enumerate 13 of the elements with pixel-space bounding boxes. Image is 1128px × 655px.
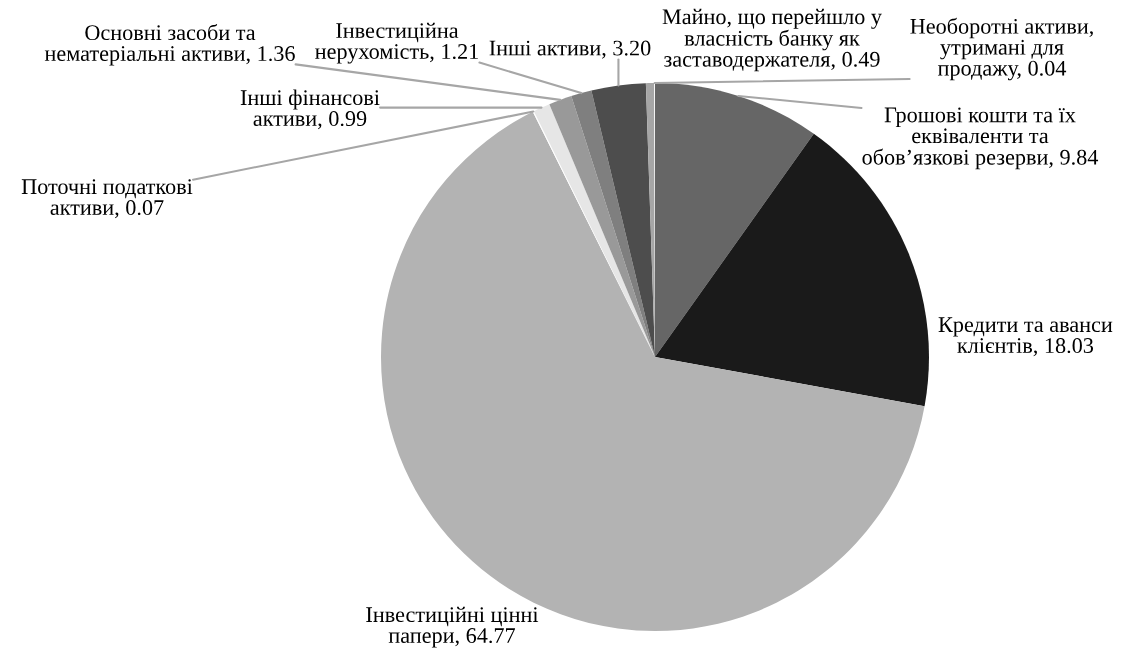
- slice-label: Поточні податкові активи, 0.07: [21, 179, 193, 219]
- slice-label: Інвестиційна нерухомість, 1.21: [315, 22, 478, 64]
- slice-label: Майно, що перейшло у власність банку як заставодержателя, 0.49: [662, 8, 882, 72]
- pie-slice: [549, 96, 655, 357]
- slice-label: Основні засоби та нематеріальні активи, 1.36: [44, 23, 295, 66]
- slice-label: Необоротні активи, утримані для продажу, 0.04: [910, 17, 1093, 81]
- slice-label: Інші фінансові активи, 0.99: [240, 89, 380, 130]
- pie-slice: [655, 83, 814, 357]
- pie-slice: [591, 83, 655, 357]
- slice-label: Грошові кошти та їх еквіваленти та обов’язкові резерви, 9.84: [862, 107, 1099, 170]
- slice-label: Інвестиційні цінні папери, 64.77: [366, 606, 539, 648]
- slice-label: Інші активи, 3.20: [489, 40, 651, 59]
- slice-label: Кредити та аванси клієнтів, 18.03: [938, 317, 1113, 357]
